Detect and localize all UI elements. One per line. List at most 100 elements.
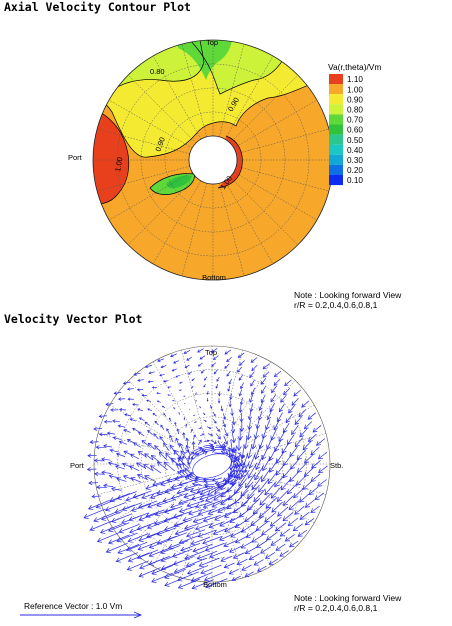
velocity-vector bbox=[304, 468, 313, 476]
velocity-vector bbox=[295, 506, 305, 514]
velocity-vector bbox=[242, 565, 251, 570]
velocity-vector bbox=[149, 372, 155, 374]
velocity-vector bbox=[183, 433, 185, 439]
velocity-vector bbox=[227, 357, 232, 361]
velocity-vector bbox=[128, 388, 134, 391]
velocity-vector bbox=[312, 460, 321, 468]
reference-vector-arrow bbox=[0, 606, 452, 626]
velocity-vector bbox=[240, 413, 244, 422]
velocity-vector bbox=[142, 394, 147, 396]
velocity-vector bbox=[256, 541, 267, 548]
vector-stb-label: Stb. bbox=[330, 461, 343, 470]
velocity-vector bbox=[218, 503, 234, 512]
velocity-vector bbox=[161, 365, 166, 367]
velocity-vector bbox=[265, 419, 270, 429]
velocity-vector bbox=[285, 534, 294, 541]
velocity-vector bbox=[247, 498, 260, 510]
velocity-vector bbox=[92, 495, 101, 499]
velocity-vector bbox=[280, 551, 289, 557]
velocity-vector bbox=[109, 523, 130, 532]
velocity-vector bbox=[161, 545, 181, 553]
velocity-vector bbox=[84, 509, 105, 519]
contour-port-label: Port bbox=[68, 153, 83, 162]
velocity-vector bbox=[168, 386, 171, 387]
velocity-vector bbox=[114, 392, 121, 395]
velocity-vector bbox=[213, 419, 216, 423]
velocity-vector bbox=[248, 419, 252, 429]
velocity-vector bbox=[186, 424, 187, 427]
velocity-vector bbox=[267, 532, 278, 540]
velocity-vector bbox=[175, 422, 177, 426]
velocity-vector bbox=[174, 361, 179, 364]
velocity-vector bbox=[280, 529, 290, 536]
velocity-vector bbox=[120, 408, 126, 411]
velocity-vector bbox=[116, 553, 137, 563]
velocity-vector bbox=[229, 569, 238, 574]
velocity-vector bbox=[276, 544, 285, 550]
velocity-vector bbox=[207, 398, 208, 401]
velocity-vector bbox=[153, 413, 157, 416]
velocity-vector bbox=[148, 430, 153, 435]
velocity-vector bbox=[130, 419, 136, 422]
velocity-vector bbox=[241, 541, 253, 548]
colorbar-level-label: 0.70 bbox=[347, 116, 363, 125]
velocity-vector bbox=[89, 481, 98, 485]
velocity-vector bbox=[133, 403, 138, 405]
colorbar-level-label: 0.40 bbox=[347, 146, 363, 155]
velocity-vector bbox=[318, 452, 327, 459]
colorbar-swatch bbox=[329, 165, 343, 175]
velocity-vector bbox=[190, 457, 193, 463]
velocity-vector bbox=[109, 535, 130, 544]
velocity-vector bbox=[235, 536, 247, 543]
velocity-vector bbox=[283, 423, 289, 432]
velocity-vector bbox=[277, 491, 287, 502]
velocity-vector bbox=[240, 383, 243, 389]
velocity-vector bbox=[168, 395, 171, 396]
velocity-vector bbox=[217, 377, 219, 381]
velocity-vector bbox=[94, 513, 115, 522]
velocity-vector bbox=[194, 422, 196, 423]
velocity-vector bbox=[308, 434, 316, 441]
velocity-vector bbox=[216, 384, 218, 388]
velocity-vector bbox=[309, 487, 318, 495]
velocity-vector bbox=[199, 428, 202, 429]
velocity-vector bbox=[148, 521, 167, 529]
velocity-vector bbox=[130, 466, 139, 471]
velocity-vector bbox=[233, 553, 244, 559]
velocity-vector bbox=[300, 512, 309, 519]
velocity-vector bbox=[87, 467, 96, 471]
colorbar-level-label: 0.50 bbox=[347, 136, 363, 145]
velocity-vector bbox=[210, 550, 230, 558]
velocity-vector bbox=[296, 476, 305, 485]
velocity-vector bbox=[185, 522, 203, 529]
velocity-vector bbox=[118, 425, 125, 428]
velocity-vector bbox=[297, 450, 305, 459]
colorbar-swatch bbox=[329, 114, 343, 124]
velocity-vector bbox=[164, 443, 170, 451]
velocity-vector bbox=[176, 438, 179, 445]
velocity-vector bbox=[258, 566, 267, 571]
velocity-vector bbox=[267, 410, 272, 419]
velocity-vector bbox=[157, 401, 160, 402]
velocity-vector bbox=[304, 455, 313, 463]
velocity-vector bbox=[254, 427, 259, 438]
velocity-vector bbox=[225, 350, 231, 354]
velocity-vector bbox=[251, 388, 255, 395]
velocity-vector bbox=[252, 365, 257, 370]
velocity-vector bbox=[263, 364, 269, 369]
velocity-vector bbox=[157, 536, 176, 544]
velocity-vector bbox=[191, 537, 210, 545]
velocity-vector bbox=[207, 391, 208, 394]
velocity-vector bbox=[240, 360, 245, 365]
velocity-vector bbox=[232, 417, 235, 425]
velocity-vector bbox=[187, 530, 205, 538]
velocity-vector bbox=[164, 414, 166, 417]
velocity-vector bbox=[160, 374, 165, 376]
velocity-vector bbox=[204, 420, 207, 421]
velocity-vector bbox=[272, 502, 283, 512]
velocity-vector bbox=[186, 438, 189, 445]
velocity-vector bbox=[313, 425, 321, 432]
velocity-vector bbox=[271, 394, 276, 401]
velocity-vector bbox=[224, 540, 237, 546]
velocity-vector bbox=[289, 405, 295, 413]
